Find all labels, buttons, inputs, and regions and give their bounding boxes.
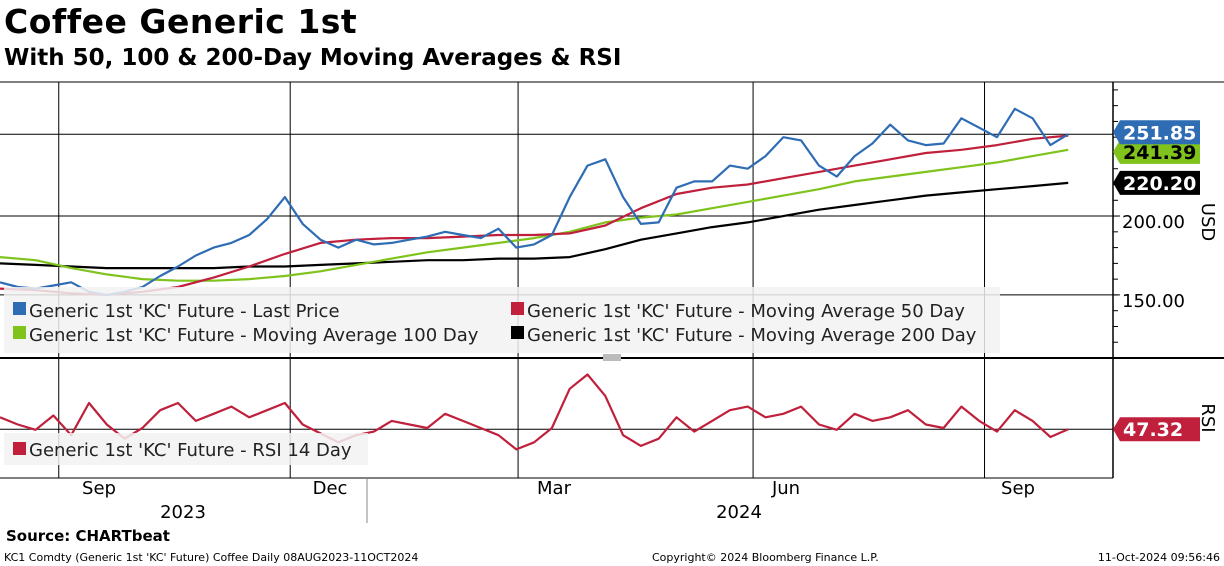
tag-last-price-text: 251.85: [1123, 122, 1196, 144]
legend-main: Generic 1st 'KC' Future - Last Price Gen…: [4, 287, 1000, 353]
legend-label-ma200: Generic 1st 'KC' Future - Moving Average…: [527, 325, 977, 346]
price-panel-series-line-last_price: [0, 107, 1069, 296]
price-panel-series-line-ma50: [0, 134, 1069, 296]
footer-ticker-info: KC1 Comdty (Generic 1st 'KC' Future) Cof…: [4, 551, 419, 564]
footer-timestamp: 11-Oct-2024 09:56:46: [1097, 551, 1220, 564]
tag-ma200-text: 220.20: [1123, 173, 1196, 195]
grid: [0, 82, 1120, 478]
chart-title: Coffee Generic 1st: [4, 2, 358, 41]
legend-rsi-background: [4, 433, 368, 465]
x-tick-label-jun: Jun: [771, 478, 800, 499]
legend-swatch-ma50: [511, 302, 524, 315]
legend-swatch-ma200: [511, 326, 524, 339]
x-year-label-2024: 2024: [716, 502, 762, 523]
x-tick-label-dec: Dec: [313, 478, 348, 499]
axis-labels: 150.00 200.00 USD RSI Sep Dec Mar Jun Se…: [82, 203, 1218, 523]
chart-subtitle: With 50, 100 & 200-Day Moving Averages &…: [4, 45, 622, 71]
tag-last-price: 251.85: [1113, 120, 1200, 145]
legend-label-ma100: Generic 1st 'KC' Future - Moving Average…: [29, 325, 479, 346]
y-tick-label-150: 150.00: [1122, 291, 1185, 312]
tag-ma200-shape: [1113, 170, 1200, 195]
y-axis-label-usd: USD: [1197, 203, 1218, 241]
tag-ma100-text: 241.39: [1123, 142, 1196, 164]
x-tick-label-sep-2024: Sep: [1001, 478, 1035, 499]
y-axis-label-rsi: RSI: [1197, 403, 1218, 432]
series-layer: [0, 107, 1069, 451]
rsi-panel-series-line-rsi: [0, 373, 1069, 451]
tag-ma100: 241.39: [1113, 139, 1200, 164]
tag-rsi-text: 47.32: [1123, 419, 1183, 441]
tag-ma200: 220.20: [1113, 170, 1200, 195]
source-note: Source: CHARTbeat: [6, 527, 170, 545]
tag-ma100-shape: [1113, 139, 1200, 164]
legend-label-rsi: Generic 1st 'KC' Future - RSI 14 Day: [29, 440, 352, 461]
legend-swatch-last-price: [13, 302, 26, 315]
x-tick-label-mar: Mar: [537, 478, 572, 499]
y-tick-label-200: 200.00: [1122, 212, 1185, 233]
x-year-label-2023: 2023: [160, 502, 206, 523]
legend-main-background: [4, 287, 1000, 353]
tag-rsi-shape: [1113, 417, 1200, 442]
tag-rsi: 47.32: [1113, 417, 1200, 442]
panel-resize-handle[interactable]: [603, 354, 621, 361]
price-panel-series-line-ma100: [0, 148, 1069, 282]
legend-swatch-ma100: [13, 326, 26, 339]
price-panel-series-line-ma200: [0, 181, 1069, 270]
x-tick-label-sep-2023: Sep: [82, 478, 116, 499]
legend-label-ma50: Generic 1st 'KC' Future - Moving Average…: [527, 301, 965, 322]
legend-rsi: Generic 1st 'KC' Future - RSI 14 Day: [4, 433, 368, 465]
legend-swatch-rsi: [13, 442, 26, 455]
chart-frame: [0, 81, 1224, 479]
footer-copyright: Copyright© 2024 Bloomberg Finance L.P.: [652, 551, 879, 564]
legend-label-last-price: Generic 1st 'KC' Future - Last Price: [29, 301, 340, 322]
tag-last-price-shape: [1113, 120, 1200, 145]
